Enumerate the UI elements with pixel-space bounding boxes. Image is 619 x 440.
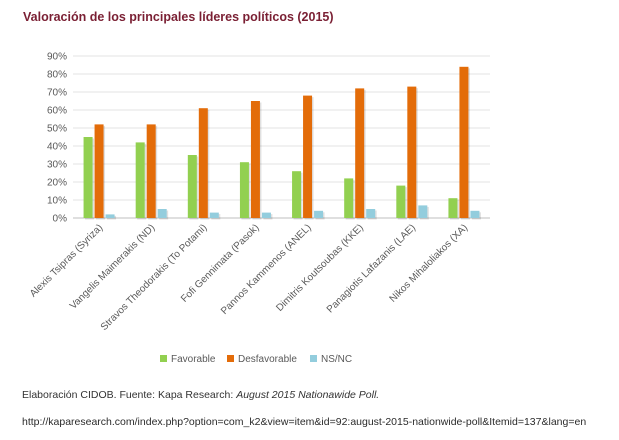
bars (83, 66, 481, 220)
source-url[interactable]: http://kaparesearch.com/index.php?option… (22, 416, 587, 428)
y-tick-label: 40% (47, 142, 67, 153)
x-tick-label: Stravos Theodorakis (To Potami) (99, 222, 210, 333)
legend-swatch (160, 355, 167, 362)
bar-desfavorable-2 (198, 108, 208, 218)
bar-ns-nc-3 (261, 212, 271, 218)
legend-label: Favorable (171, 354, 216, 365)
y-tick-label: 80% (47, 70, 67, 81)
bar-ns-nc-5 (366, 209, 376, 218)
y-tick-label: 60% (47, 106, 67, 117)
grid-lines (73, 55, 490, 219)
y-tick-label: 90% (47, 52, 67, 63)
bar-favorable-7 (448, 198, 458, 218)
y-tick-label: 10% (47, 196, 67, 207)
bar-favorable-6 (396, 185, 406, 218)
legend: Favorable Desfavorable NS/NC (160, 354, 352, 365)
y-tick-label: 70% (47, 88, 67, 99)
legend-swatch (310, 355, 317, 362)
caption-text: Elaboración CIDOB. Fuente: Kapa Research… (22, 389, 237, 401)
source-caption: Elaboración CIDOB. Fuente: Kapa Research… (22, 389, 379, 401)
x-tick-label: Panagiotis Lafazanis (LAE) (325, 222, 418, 315)
bar-ns-nc-4 (314, 210, 324, 218)
caption-italic: August 2015 Nationawide Poll. (236, 389, 380, 401)
bar-desfavorable-0 (94, 124, 104, 218)
bar-favorable-2 (187, 155, 197, 218)
bar-favorable-0 (83, 137, 93, 218)
bar-ns-nc-7 (470, 210, 480, 218)
bar-desfavorable-4 (303, 95, 313, 218)
x-tick-label: Dimitris Koutsoubas (KKE) (274, 222, 365, 313)
bar-ns-nc-1 (157, 209, 167, 218)
bar-desfavorable-5 (355, 88, 365, 219)
bar-ns-nc-0 (105, 214, 115, 218)
page-title: Valoración de los principales líderes po… (23, 10, 334, 24)
legend-label: Desfavorable (238, 354, 297, 365)
bar-favorable-4 (292, 171, 302, 218)
legend-label: NS/NC (321, 354, 352, 365)
y-tick-label: 0% (53, 214, 68, 225)
bar-desfavorable-1 (146, 124, 156, 218)
x-tick-label: Pannos Kammenos (ANEL) (219, 222, 314, 317)
bar-desfavorable-7 (459, 66, 469, 218)
chart-container: 0% 10% 20% 30% 40% 50% 60% 70% 80% 90% Alexis Tsi… (0, 40, 619, 380)
bar-chart: 0% 10% 20% 30% 40% 50% 60% 70% 80% 90% Alexis Tsi… (28, 52, 490, 365)
legend-swatch (227, 355, 234, 362)
x-axis-labels: Alexis Tsipras (Syriza)Vangelis Maimerak… (28, 222, 470, 333)
x-tick-label: Vangelis Maimerakis (ND) (68, 222, 157, 311)
y-axis-ticks: 0% 10% 20% 30% 40% 50% 60% 70% 80% 90% (47, 52, 67, 225)
y-tick-label: 50% (47, 124, 67, 135)
bar-desfavorable-3 (250, 101, 260, 218)
bar-ns-nc-2 (209, 212, 219, 218)
bar-favorable-1 (135, 142, 145, 218)
bar-favorable-3 (239, 162, 249, 218)
bar-favorable-5 (344, 178, 354, 218)
y-tick-label: 30% (47, 160, 67, 171)
bar-ns-nc-6 (418, 205, 428, 218)
y-tick-label: 20% (47, 178, 67, 189)
bar-desfavorable-6 (407, 86, 417, 218)
